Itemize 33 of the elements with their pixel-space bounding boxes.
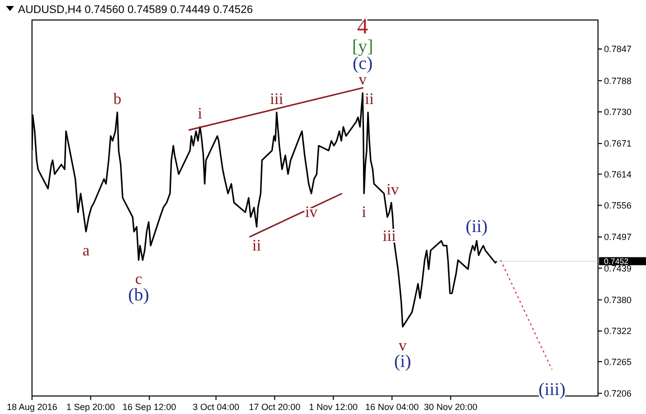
- y-tick-label: 0.7556: [604, 200, 632, 211]
- x-tick-label: 16 Nov 04:00: [365, 402, 419, 412]
- annotation: (iii): [538, 378, 566, 399]
- x-tick-label: 18 Aug 2016: [6, 402, 58, 412]
- x-tick-label: 3 Oct 04:00: [192, 402, 240, 412]
- annotation: b: [113, 91, 122, 108]
- x-tick-label: 1 Sep 20:00: [66, 402, 115, 412]
- x-tick-label: 1 Nov 12:00: [309, 402, 358, 412]
- y-tick-label: 0.7730: [604, 107, 632, 118]
- y-tick-label: 0.7206: [604, 388, 632, 399]
- annotation: ii: [252, 237, 262, 254]
- annotation: iv: [386, 181, 399, 198]
- annotation: (ii): [466, 216, 488, 236]
- y-tick-label: 0.7847: [604, 44, 632, 54]
- y-tick-label: 0.7380: [604, 295, 632, 306]
- annotation: 4: [357, 14, 368, 39]
- annotation: iv: [305, 204, 318, 222]
- y-tick-label: 0.7788: [604, 76, 632, 86]
- annotation: a: [82, 242, 90, 260]
- chart-title: AUDUSD,H4 0.74560 0.74589 0.74449 0.74526: [18, 4, 253, 16]
- annotation: i: [362, 204, 367, 222]
- x-tick-label: 17 Oct 20:00: [248, 402, 300, 412]
- y-tick-label: 0.7614: [604, 169, 632, 180]
- annotation: ii: [364, 91, 374, 108]
- y-tick-label: 0.7497: [604, 232, 632, 242]
- x-tick-label: 30 Nov 20:00: [424, 402, 478, 412]
- annotation: i: [198, 106, 203, 123]
- y-tick-label: 0.7265: [604, 356, 632, 367]
- annotation: iii: [270, 91, 284, 108]
- y-tick-label: 0.7671: [604, 138, 632, 149]
- annotation: v: [358, 72, 367, 89]
- x-tick-label: 16 Sep 12:00: [122, 402, 176, 412]
- y-tick-label: 0.7322: [604, 326, 632, 336]
